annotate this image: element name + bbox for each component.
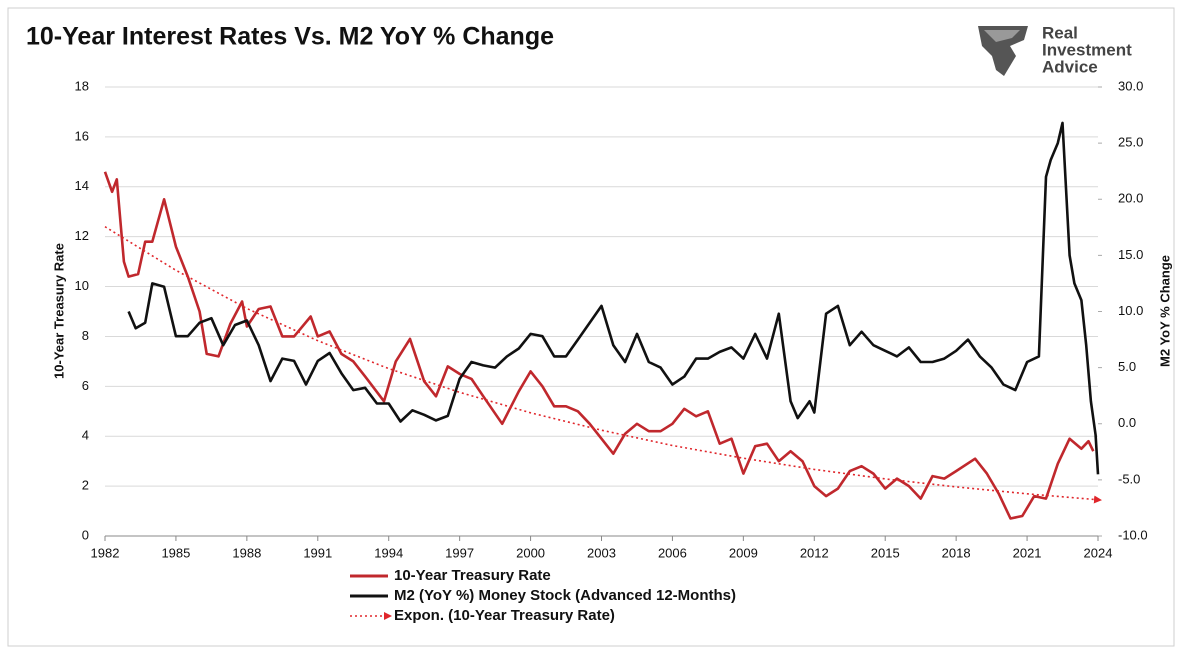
y-tick-label: 14	[75, 178, 89, 193]
y-tick-label: 10	[75, 278, 89, 293]
trend-line	[104, 226, 1102, 504]
y-tick-label: 8	[82, 328, 89, 343]
x-tick-label: 2000	[516, 545, 545, 560]
brand-text: Advice	[1042, 57, 1098, 76]
legend-label: M2 (YoY %) Money Stock (Advanced 12-Mont…	[394, 587, 736, 604]
y-tick-label: 0	[82, 527, 89, 542]
y2-tick-label: 15.0	[1118, 247, 1143, 262]
x-tick-label: 1985	[161, 545, 190, 560]
brand-text: Investment	[1042, 40, 1132, 59]
y2-axis-title: M2 YoY % Change	[1157, 255, 1172, 367]
y-tick-label: 12	[75, 228, 89, 243]
x-tick-label: 1997	[445, 545, 474, 560]
y-tick-label: 4	[82, 428, 89, 443]
y2-tick-label: 30.0	[1118, 78, 1143, 93]
data-line	[127, 121, 1100, 475]
x-tick-label: 2018	[942, 545, 971, 560]
x-tick-label: 2015	[871, 545, 900, 560]
y2-tick-label: -5.0	[1118, 471, 1140, 486]
y-tick-label: 18	[75, 78, 89, 93]
x-tick-label: 2021	[1013, 545, 1042, 560]
y2-tick-label: 20.0	[1118, 191, 1143, 206]
y-tick-label: 2	[82, 478, 89, 493]
legend-label: Expon. (10-Year Treasury Rate)	[394, 607, 615, 624]
x-tick-label: 1991	[303, 545, 332, 560]
y2-tick-label: -10.0	[1118, 527, 1148, 542]
y2-tick-label: 0.0	[1118, 415, 1136, 430]
brand-logo	[978, 26, 1028, 76]
x-tick-label: 2024	[1084, 545, 1113, 560]
x-tick-label: 2003	[587, 545, 616, 560]
x-tick-label: 1988	[232, 545, 261, 560]
y-axis-title: 10-Year Treasury Rate	[51, 243, 66, 379]
y2-tick-label: 5.0	[1118, 359, 1136, 374]
x-tick-label: 2006	[658, 545, 687, 560]
x-tick-label: 2012	[800, 545, 829, 560]
y2-tick-label: 25.0	[1118, 135, 1143, 150]
x-tick-label: 2009	[729, 545, 758, 560]
y-tick-label: 6	[82, 378, 89, 393]
x-tick-label: 1982	[91, 545, 120, 560]
legend-label: 10-Year Treasury Rate	[394, 567, 551, 584]
y2-tick-label: 10.0	[1118, 303, 1143, 318]
brand-text: Real	[1042, 23, 1078, 42]
x-tick-label: 1994	[374, 545, 403, 560]
y-tick-label: 16	[75, 128, 89, 143]
chart-title: 10-Year Interest Rates Vs. M2 YoY % Chan…	[26, 23, 554, 51]
